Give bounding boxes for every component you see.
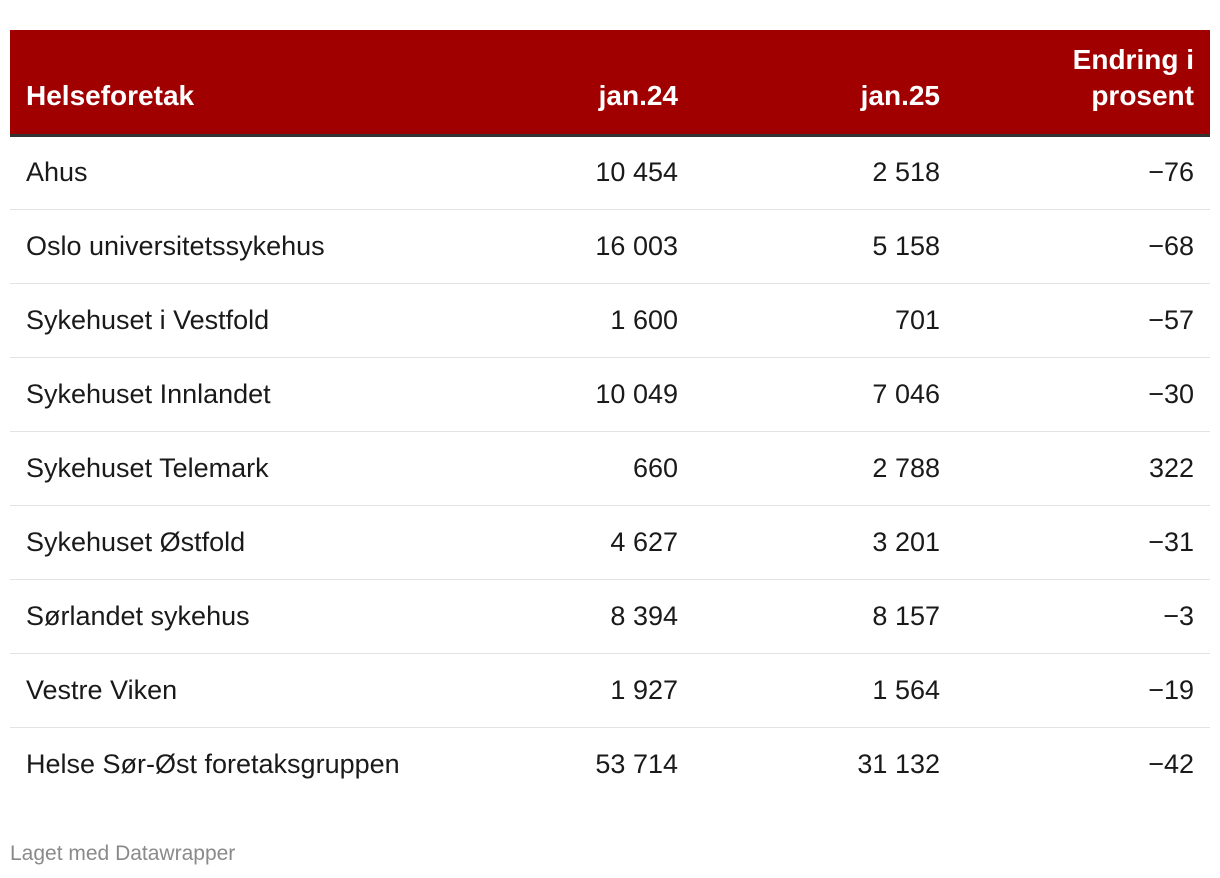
table-header: Helseforetak jan.24 jan.25 Endring i pro… xyxy=(10,30,1210,137)
cell-helseforetak: Oslo universitetssykehus xyxy=(10,209,530,284)
datawrapper-credit[interactable]: Laget med Datawrapper xyxy=(10,842,236,865)
cell-helseforetak: Sykehuset Telemark xyxy=(10,431,530,506)
cell-jan25: 8 157 xyxy=(694,579,956,654)
cell-helseforetak: Sykehuset Innlandet xyxy=(10,357,530,432)
table-row: Sørlandet sykehus 8 394 8 157 −3 xyxy=(10,579,1210,654)
table-row: Vestre Viken 1 927 1 564 −19 xyxy=(10,653,1210,728)
cell-jan24: 4 627 xyxy=(530,505,694,580)
cell-endring: 322 xyxy=(956,431,1210,506)
table-row: Ahus 10 454 2 518 −76 xyxy=(10,135,1210,210)
data-table-container: Helseforetak jan.24 jan.25 Endring i pro… xyxy=(10,30,1210,801)
cell-jan24: 16 003 xyxy=(530,209,694,284)
cell-endring: −42 xyxy=(1148,748,1194,779)
cell-helseforetak: Vestre Viken xyxy=(10,653,530,728)
cell-helseforetak: Sørlandet sykehus xyxy=(10,579,530,654)
table-row: Sykehuset Innlandet 10 049 7 046 −30 xyxy=(10,357,1210,432)
cell-helseforetak: Sykehuset Østfold xyxy=(10,505,530,580)
table-row: Helse Sør-Øst foretaksgruppen 53 714 31 13… xyxy=(10,727,1210,801)
cell-jan25: 701 xyxy=(694,283,956,358)
cell-jan24: 1 927 xyxy=(530,653,694,728)
cell-jan24: 53 714 xyxy=(595,748,678,779)
header-jan24[interactable]: jan.24 xyxy=(530,30,694,137)
cell-endring: −76 xyxy=(956,135,1210,210)
data-table: Helseforetak jan.24 jan.25 Endring i pro… xyxy=(10,30,1210,801)
cell-endring: −30 xyxy=(956,357,1210,432)
cell-jan25: 1 564 xyxy=(694,653,956,728)
cell-helseforetak: Ahus xyxy=(10,135,530,210)
cell-jan24: 10 049 xyxy=(530,357,694,432)
table-row: Sykehuset i Vestfold 1 600 701 −57 xyxy=(10,283,1210,358)
table-row: Sykehuset Telemark 660 2 788 322 xyxy=(10,431,1210,506)
cell-jan24: 660 xyxy=(530,431,694,506)
cell-jan25: 2 788 xyxy=(694,431,956,506)
table-body: Ahus 10 454 2 518 −76 Oslo universitetssykeh… xyxy=(10,135,1210,801)
table-row: Sykehuset Østfold 4 627 3 201 −31 xyxy=(10,505,1210,580)
header-endring[interactable]: Endring i prosent xyxy=(956,30,1210,137)
header-helseforetak[interactable]: Helseforetak xyxy=(10,30,530,137)
cell-endring: −57 xyxy=(956,283,1210,358)
cell-jan25: 7 046 xyxy=(694,357,956,432)
cell-jan25: 3 201 xyxy=(694,505,956,580)
header-jan25[interactable]: jan.25 xyxy=(694,30,956,137)
cell-endring: −3 xyxy=(956,579,1210,654)
cell-endring: −68 xyxy=(956,209,1210,284)
cell-jan24: 1 600 xyxy=(530,283,694,358)
header-row: Helseforetak jan.24 jan.25 Endring i pro… xyxy=(10,30,1210,137)
cell-jan25: 5 158 xyxy=(694,209,956,284)
cell-jan24: 10 454 xyxy=(530,135,694,210)
cell-endring: −19 xyxy=(956,653,1210,728)
cell-jan24: 8 394 xyxy=(530,579,694,654)
table-row: Oslo universitetssykehus 16 003 5 158 −68 xyxy=(10,209,1210,284)
cell-jan25: 31 132 xyxy=(857,748,940,779)
cell-helseforetak: Sykehuset i Vestfold xyxy=(10,283,530,358)
cell-endring: −31 xyxy=(956,505,1210,580)
cell-helseforetak: Helse Sør-Øst foretaksgruppen xyxy=(26,748,400,779)
cell-jan25: 2 518 xyxy=(694,135,956,210)
